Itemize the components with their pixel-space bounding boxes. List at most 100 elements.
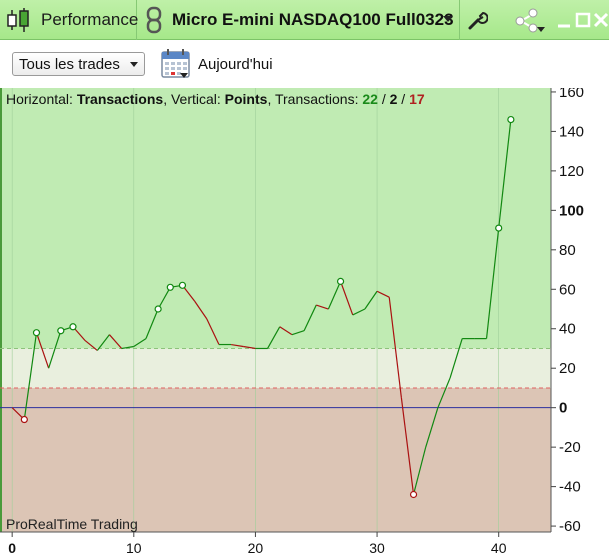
series-segment (400, 397, 415, 495)
series-segment (157, 287, 171, 310)
performance-chart[interactable]: 160 140 120 100 80 60 40 20 0 -20 -40 -60 0 10 20 30 40… (0, 88, 609, 558)
window-header: Performance Micro E-mini NASDAQ100 Full0… (0, 0, 609, 40)
series-segment (231, 343, 244, 348)
y-tick-label: 0 (559, 400, 567, 417)
series-segment (412, 446, 427, 495)
data-point-marker (409, 490, 418, 499)
chart-zone (0, 88, 551, 349)
trade-filter-value: Tous les trades (19, 56, 120, 73)
series-segment (96, 334, 110, 351)
x-tick-label: 0 (8, 540, 16, 556)
x-axis: 0 10 20 30 40 (0, 531, 551, 556)
y-tick-label: 60 (559, 281, 576, 298)
chevron-down-icon[interactable] (443, 16, 453, 22)
series-segment (340, 281, 354, 316)
series-segment (279, 326, 293, 336)
trade-filter-select[interactable]: Tous les trades (12, 52, 145, 76)
info-losing-count: 17 (409, 91, 425, 107)
info-v-value: Points (225, 91, 268, 107)
equity-markers (20, 115, 515, 499)
series-segment (376, 290, 390, 298)
info-neutral-count: 2 (390, 91, 398, 107)
series-segment (485, 228, 500, 339)
series-segment (206, 318, 220, 345)
watermark-text: ProRealTime Trading (6, 516, 138, 532)
date-range-label[interactable]: Aujourd'hui (198, 56, 273, 73)
series-segment (35, 332, 50, 369)
series-segment (194, 300, 208, 320)
data-point-marker (495, 224, 503, 232)
series-segment (364, 290, 378, 310)
series-segment (388, 297, 402, 398)
series-segment (303, 304, 317, 331)
share-icon[interactable] (512, 8, 546, 34)
series-segment (267, 326, 281, 349)
y-tick-label: 40 (559, 321, 576, 338)
x-tick-label: 40 (491, 540, 507, 556)
info-sep: / (397, 91, 409, 107)
y-tick-label: 80 (559, 242, 576, 259)
series-segment (352, 308, 366, 316)
data-point-marker (20, 415, 28, 424)
series-segment (291, 330, 305, 336)
info-h-value: Transactions (77, 91, 164, 107)
wrench-icon[interactable] (466, 9, 488, 31)
series-segment (437, 377, 451, 408)
y-tick-label: 20 (559, 360, 576, 377)
y-axis: 160 140 120 100 80 60 40 20 0 -20 -40 -60 (550, 88, 584, 535)
data-point-marker (32, 329, 41, 337)
data-point-marker (507, 115, 515, 124)
equity-curve (11, 119, 512, 495)
y-tick-label: 120 (559, 163, 584, 180)
series-segment (48, 330, 62, 369)
y-tick-label: 140 (559, 123, 584, 140)
chart-info-line: Horizontal: Transactions, Vertical: Poin… (6, 91, 425, 107)
instrument-name[interactable]: Micro E-mini NASDAQ100 Full0323 (172, 10, 454, 29)
series-segment (133, 338, 147, 348)
instrument-tab[interactable] (137, 0, 460, 40)
close-icon[interactable] (593, 10, 609, 30)
info-winning-count: 22 (362, 91, 378, 107)
chart-levels (0, 347, 551, 409)
link-chain-icon[interactable] (145, 6, 163, 34)
series-segment (449, 338, 463, 379)
performance-tab[interactable] (0, 0, 137, 40)
maximize-icon[interactable] (575, 10, 591, 30)
data-point-marker (154, 305, 162, 313)
series-segment (498, 119, 512, 229)
data-point-marker (57, 327, 65, 335)
info-v-prefix: , Vertical: (163, 91, 224, 107)
series-segment (109, 334, 123, 349)
series-segment (145, 308, 159, 339)
y-tick-label: 100 (559, 202, 584, 219)
tab-performance-label: Performance (41, 10, 139, 29)
y-tick-label: -20 (559, 439, 581, 456)
chart-zone (0, 348, 551, 388)
chart-zones (0, 88, 551, 532)
toolbar: Tous les trades Aujourd'hui (0, 41, 609, 88)
series-segment (84, 340, 98, 351)
x-tick-label: 10 (126, 540, 142, 556)
x-tick-label: 30 (369, 540, 385, 556)
series-segment (327, 281, 342, 310)
y-tick-label: -60 (559, 518, 581, 535)
series-segment (243, 345, 256, 350)
info-t-prefix: , Transactions: (267, 91, 362, 107)
info-h-prefix: Horizontal: (6, 91, 77, 107)
data-point-marker (69, 323, 77, 331)
series-segment (425, 407, 439, 448)
series-segment (316, 304, 329, 310)
y-tick-label: 160 (559, 88, 584, 101)
candlestick-icon (7, 8, 29, 32)
chart-grid (11, 88, 499, 532)
y-tick-label: -40 (559, 479, 581, 496)
calendar-icon[interactable] (160, 47, 192, 79)
data-point-marker (166, 283, 174, 291)
minimize-icon[interactable] (556, 10, 572, 30)
chart-zone (0, 387, 551, 532)
data-point-marker (336, 277, 345, 285)
info-sep: / (378, 91, 390, 107)
series-segment (23, 332, 38, 420)
data-point-marker (178, 281, 187, 289)
series-segment (121, 345, 134, 350)
